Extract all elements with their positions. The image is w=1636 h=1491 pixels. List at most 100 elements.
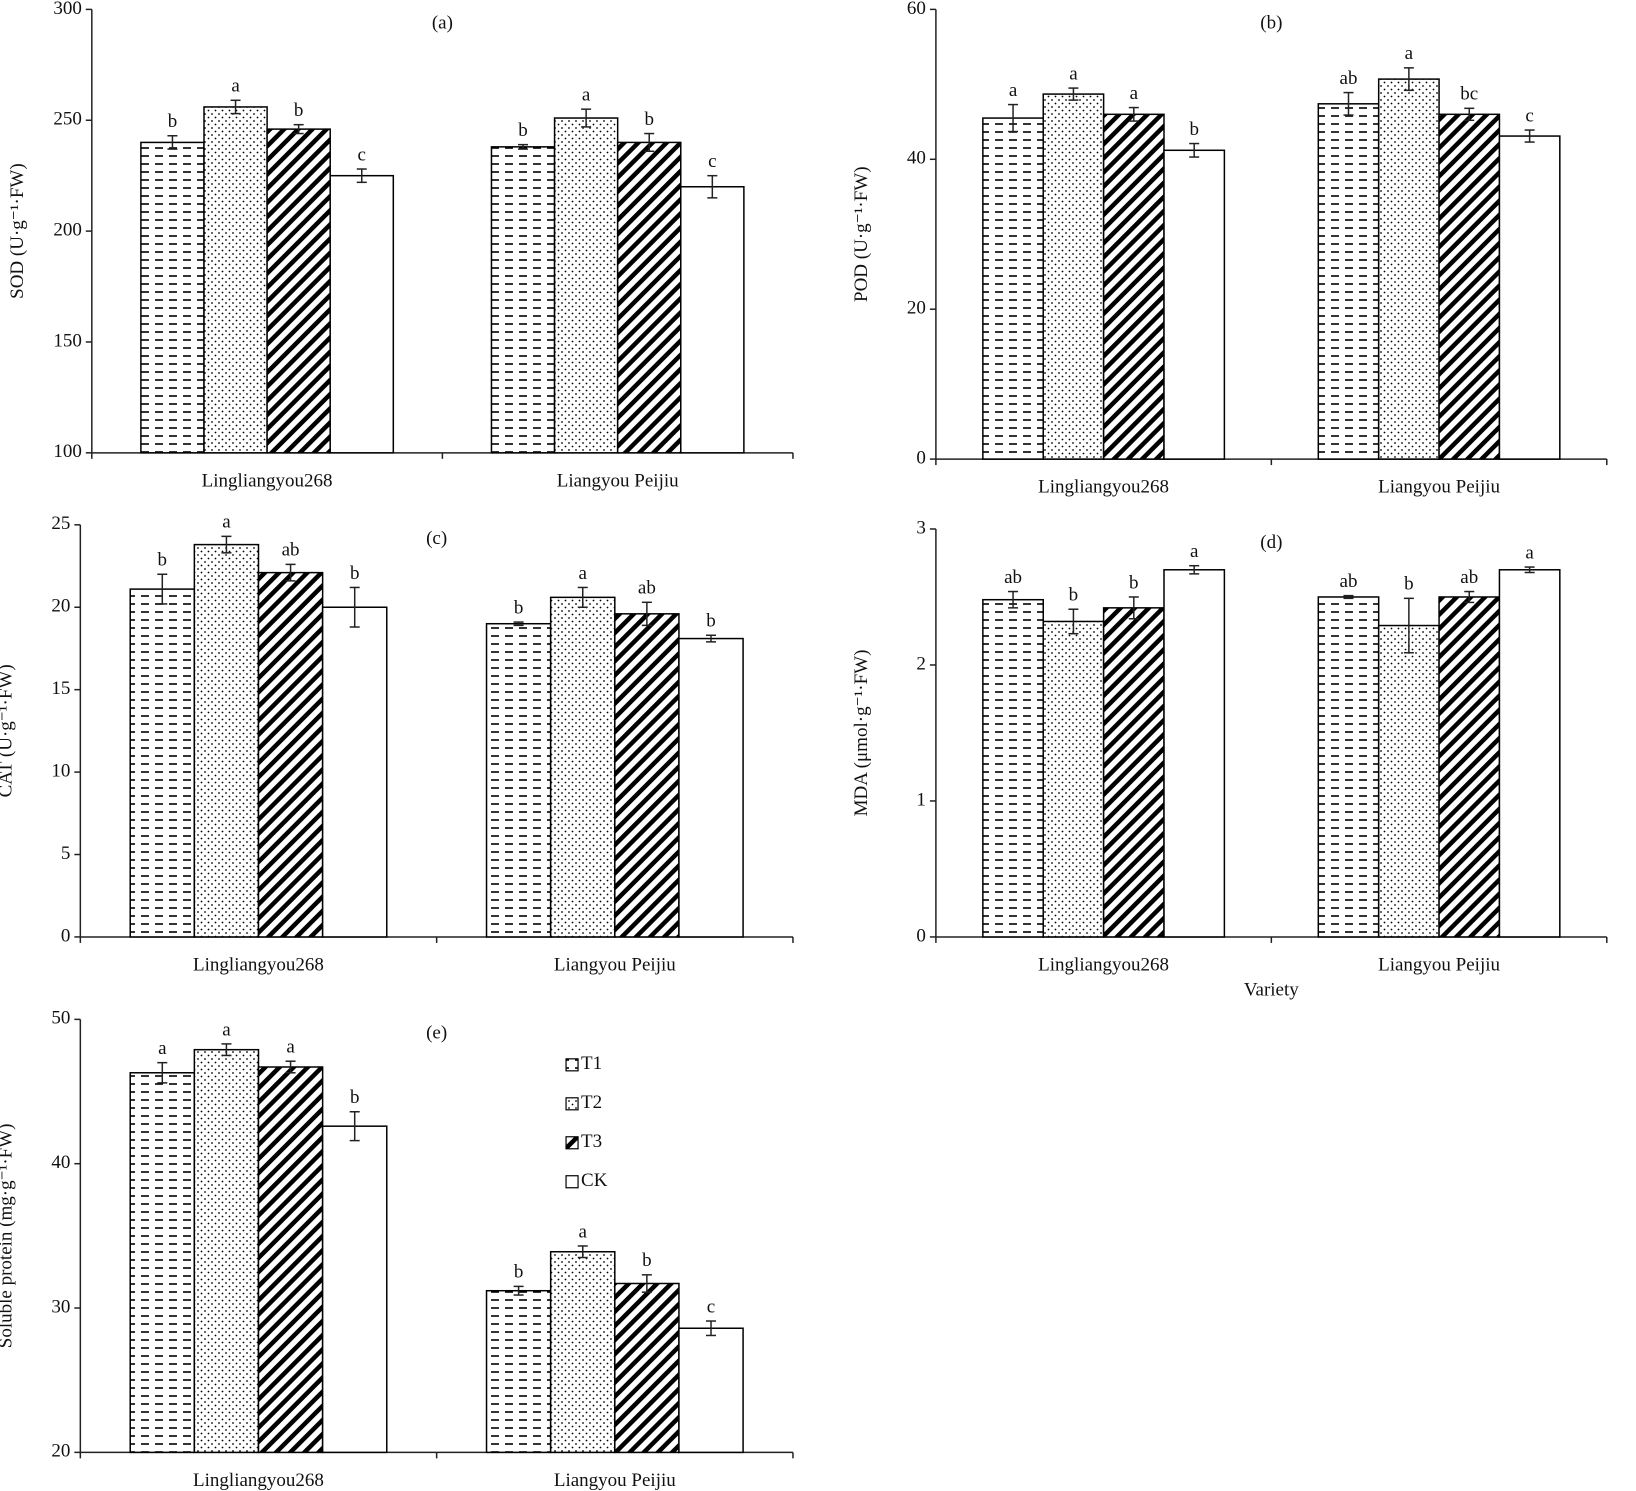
significance-letter: bc [1460, 84, 1478, 105]
y-axis-label: SOD (U·g⁻¹·FW) [7, 163, 28, 299]
y-tick-label: 20 [907, 298, 926, 319]
legend-swatch [565, 1058, 579, 1072]
bar [485, 622, 552, 938]
x-axis-label: Variety [1244, 980, 1299, 1001]
significance-letter: c [358, 144, 366, 165]
bar [678, 1327, 744, 1454]
y-axis-label: Soluble protein (mg·g⁻¹·FW) [0, 1124, 17, 1349]
y-tick-label: 250 [53, 109, 82, 130]
significance-letter: ab [1340, 571, 1358, 592]
significance-letter: ab [1004, 567, 1022, 588]
x-tick-label: Liangyou Peijiu [557, 470, 679, 491]
bar [549, 596, 616, 938]
y-tick-label: 1 [916, 789, 926, 810]
significance-letter: a [1405, 43, 1414, 64]
y-tick-label: 10 [51, 760, 70, 781]
panel-title: (b) [1260, 12, 1282, 33]
y-tick-label: 50 [51, 1008, 70, 1029]
y-tick-label: 100 [53, 441, 82, 462]
y-tick-label: 150 [53, 330, 82, 351]
panel-title: (e) [426, 1022, 447, 1043]
bar [1042, 93, 1105, 460]
bar [1438, 596, 1501, 938]
significance-letter: ab [1460, 567, 1478, 588]
significance-letter: a [1009, 80, 1018, 101]
bar [321, 606, 388, 938]
bar [680, 186, 745, 454]
significance-letter: a [1130, 83, 1139, 104]
significance-letter: b [1404, 574, 1414, 595]
bar [1163, 149, 1226, 460]
significance-letter: a [158, 1038, 167, 1059]
significance-letter: ab [638, 578, 656, 599]
y-tick-label: 2 [916, 653, 926, 674]
significance-letter: a [286, 1037, 295, 1058]
y-tick-label: 300 [53, 0, 82, 19]
significance-letter: c [708, 151, 716, 172]
bar [1102, 113, 1165, 460]
bar [614, 1282, 680, 1454]
significance-letter: a [222, 512, 231, 533]
significance-letter: b [706, 611, 716, 632]
significance-letter: a [579, 1221, 588, 1242]
significance-letter: c [707, 1296, 715, 1317]
bar [1438, 113, 1501, 460]
bar [203, 106, 268, 454]
significance-letter: a [582, 85, 591, 106]
significance-letter: c [1525, 105, 1533, 126]
bar [553, 117, 619, 454]
y-tick-label: 15 [51, 678, 70, 699]
bar [1042, 620, 1105, 938]
y-tick-label: 60 [907, 0, 926, 19]
legend-swatch [565, 1136, 579, 1150]
panel-title: (a) [432, 12, 453, 33]
bar [485, 1289, 552, 1454]
bar [982, 598, 1044, 938]
significance-letter: b [294, 100, 304, 121]
y-tick-label: 3 [916, 517, 926, 538]
x-tick-label: Lingliangyou268 [1038, 477, 1169, 498]
bar [1498, 135, 1561, 460]
y-tick-label: 30 [51, 1296, 70, 1317]
panel-title: (c) [426, 528, 447, 549]
bar [1377, 624, 1440, 938]
bar [257, 1066, 324, 1454]
bar [982, 117, 1044, 460]
y-tick-label: 5 [61, 843, 71, 864]
y-tick-label: 0 [61, 925, 71, 946]
significance-letter: b [350, 563, 360, 584]
x-tick-label: Liangyou Peijiu [554, 955, 676, 976]
significance-letter: b [1189, 119, 1199, 140]
y-tick-label: 20 [51, 1441, 70, 1462]
x-tick-label: Lingliangyou268 [193, 955, 324, 976]
significance-letter: a [222, 1019, 231, 1040]
significance-letter: a [1190, 541, 1199, 562]
bar [140, 141, 205, 454]
bar [193, 1048, 260, 1454]
significance-letter: b [1129, 572, 1139, 593]
significance-letter: a [1525, 542, 1534, 563]
significance-letter: b [514, 1262, 524, 1283]
bar [1377, 78, 1440, 460]
y-tick-label: 40 [51, 1152, 70, 1173]
legend-swatch [565, 1175, 579, 1189]
y-tick-label: 0 [916, 447, 926, 468]
x-tick-label: Lingliangyou268 [193, 1470, 324, 1491]
significance-letter: b [518, 120, 528, 141]
significance-letter: b [642, 1250, 652, 1271]
bar [129, 1072, 196, 1454]
significance-letter: b [514, 597, 524, 618]
legend-swatch [565, 1097, 579, 1111]
y-tick-label: 40 [907, 148, 926, 169]
bar [1498, 569, 1561, 938]
legend-label: CK [581, 1170, 608, 1191]
y-tick-label: 200 [53, 219, 82, 240]
significance-letter: b [168, 111, 178, 132]
y-axis-label: MDA (μmol·g⁻¹·FW) [851, 650, 872, 817]
bar [549, 1250, 616, 1454]
x-tick-label: Liangyou Peijiu [1378, 477, 1500, 498]
y-axis-label: CAT (U·g⁻¹·FW) [0, 664, 17, 797]
legend-label: T3 [581, 1131, 602, 1152]
significance-letter: a [231, 76, 240, 97]
y-tick-label: 25 [51, 513, 70, 534]
